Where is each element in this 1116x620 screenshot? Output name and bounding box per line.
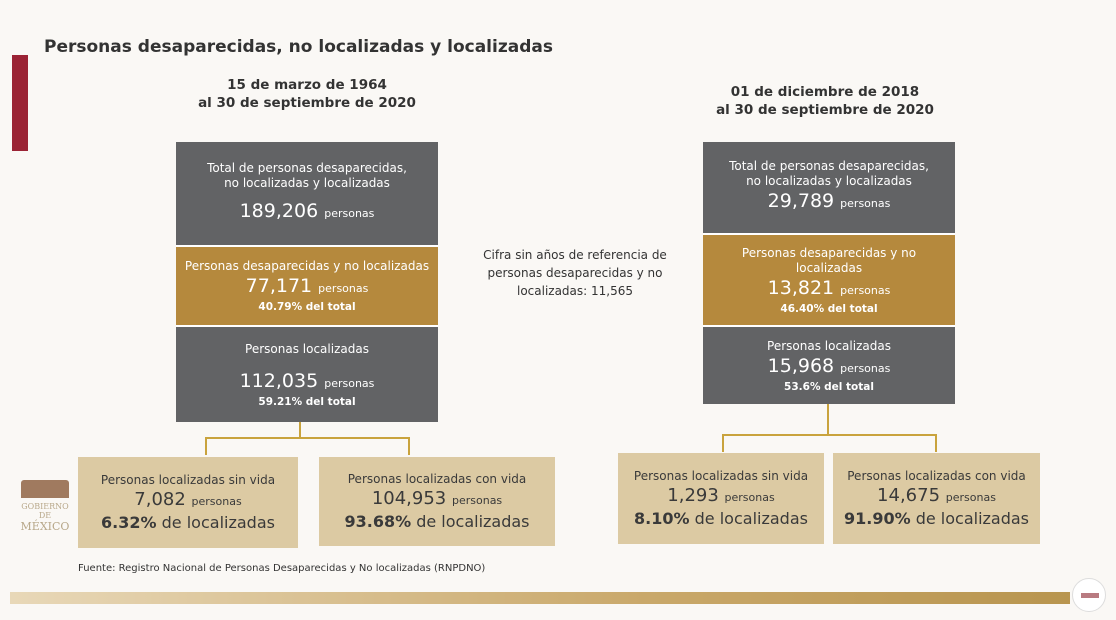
- source-note: Fuente: Registro Nacional de Personas De…: [78, 563, 486, 574]
- connector: [205, 437, 207, 455]
- percent: 91.90% de localizadas: [843, 509, 1030, 528]
- connector: [408, 437, 410, 455]
- right-located-box: Personas localizadas 15,968 personas 53.…: [703, 327, 955, 404]
- value: 13,821 personas: [767, 276, 891, 299]
- footer-bar: [10, 592, 1070, 604]
- value: 15,968 personas: [767, 354, 891, 377]
- value: 77,171 personas: [245, 275, 369, 297]
- left-dead-box: Personas localizadas sin vida 7,082 pers…: [78, 457, 298, 548]
- percent: 59.21% del total: [258, 395, 356, 408]
- right-missing-box: Personas desaparecidas y no localizadas …: [703, 233, 955, 327]
- connector: [299, 422, 301, 438]
- left-period-header: 15 de marzo de 1964 al 30 de septiembre …: [176, 76, 438, 112]
- right-total-box: Total de personas desaparecidas, no loca…: [703, 142, 955, 233]
- right-period-end: al 30 de septiembre de 2020: [716, 102, 934, 118]
- percent: 6.32% de localizadas: [101, 513, 275, 532]
- label: no localizadas y localizadas: [746, 174, 912, 188]
- percent: 8.10% de localizadas: [634, 509, 808, 528]
- value: 29,789 personas: [767, 190, 891, 212]
- label: Personas localizadas sin vida: [633, 469, 809, 483]
- right-period-header: 01 de diciembre de 2018 al 30 de septiem…: [700, 83, 950, 119]
- left-total-box: Total de personas desaparecidas, no loca…: [176, 142, 438, 245]
- left-period-end: al 30 de septiembre de 2020: [198, 95, 416, 111]
- middle-note: Cifra sin años de referencia de personas…: [483, 248, 667, 298]
- right-dead-box: Personas localizadas sin vida 1,293 pers…: [618, 453, 824, 544]
- label: Personas localizadas sin vida: [100, 473, 276, 487]
- label: Total de personas desaparecidas,: [207, 161, 407, 175]
- left-alive-box: Personas localizadas con vida 104,953 pe…: [319, 457, 555, 546]
- value: 14,675 personas: [877, 485, 996, 506]
- seal-icon: [1072, 578, 1106, 612]
- label: Personas desaparecidas y no localizadas: [184, 259, 430, 273]
- connector: [722, 434, 937, 436]
- accent-bar: [12, 55, 28, 151]
- connector: [827, 404, 829, 435]
- government-logo: GOBIERNO DE MÉXICO: [16, 480, 74, 533]
- right-period-start: 01 de diciembre de 2018: [730, 84, 920, 100]
- label: Personas desaparecidas y no localizadas: [741, 245, 917, 275]
- value: 112,035 personas: [239, 369, 375, 392]
- left-missing-box: Personas desaparecidas y no localizadas …: [176, 245, 438, 327]
- label: Personas localizadas: [767, 338, 891, 353]
- connector: [722, 434, 724, 452]
- value: 104,953 personas: [371, 488, 503, 509]
- value: 7,082 personas: [134, 489, 242, 510]
- left-located-box: Personas localizadas 112,035 personas 59…: [176, 327, 438, 422]
- value: 1,293 personas: [667, 485, 775, 506]
- left-period-start: 15 de marzo de 1964: [227, 77, 387, 93]
- label: Personas localizadas con vida: [347, 472, 527, 486]
- percent: 46.40% del total: [780, 302, 878, 315]
- label: no localizadas y localizadas: [224, 176, 390, 190]
- label: Personas localizadas con vida: [847, 469, 1026, 483]
- connector: [205, 437, 410, 439]
- right-alive-box: Personas localizadas con vida 14,675 per…: [833, 453, 1040, 544]
- value: 189,206 personas: [239, 200, 375, 222]
- page-title: Personas desaparecidas, no localizadas y…: [44, 37, 553, 57]
- label: Personas localizadas: [245, 341, 369, 356]
- percent: 53.6% del total: [784, 380, 874, 393]
- label: Total de personas desaparecidas,: [729, 159, 929, 173]
- connector: [935, 434, 937, 452]
- percent: 93.68% de localizadas: [344, 512, 530, 531]
- percent: 40.79% del total: [258, 301, 356, 313]
